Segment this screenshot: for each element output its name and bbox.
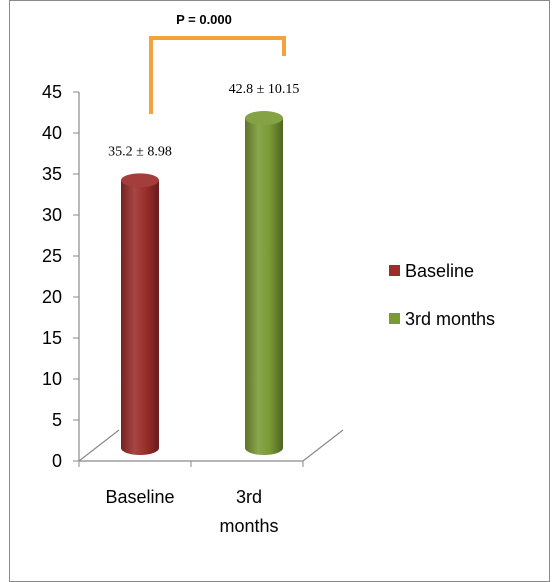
data-label: 42.8 ± 10.15 [229, 82, 300, 97]
category-label-layer: Baseline 3rd months [105, 487, 278, 536]
floor-right-edge [302, 429, 344, 462]
y-tick-layer: 0 5 10 15 20 25 30 35 40 45 [42, 82, 79, 471]
legend: Baseline 3rd months [389, 261, 495, 329]
significance-bracket [149, 36, 286, 114]
y-tick-label: 45 [42, 82, 62, 102]
y-tick-label: 10 [42, 369, 62, 389]
data-label: 35.2 ± 8.98 [108, 144, 172, 159]
bar-top-cap [121, 173, 159, 188]
y-tick-label: 25 [42, 246, 62, 266]
y-tick-label: 5 [52, 410, 62, 430]
y-tick-label: 40 [42, 123, 62, 143]
bar-layer: 35.2 ± 8.98 42.8 ± 10.15 [108, 82, 300, 456]
floor-left-edge [78, 429, 120, 462]
legend-label: 3rd months [405, 309, 495, 329]
y-tick-label: 35 [42, 164, 62, 184]
legend-swatch [389, 265, 400, 276]
x-category-label: 3rd months [219, 487, 278, 536]
legend-swatch [389, 313, 400, 324]
y-tick-label: 15 [42, 328, 62, 348]
y-tick-label: 0 [52, 451, 62, 471]
y-tick-label: 20 [42, 287, 62, 307]
annotation-layer: P = 0.000 [149, 12, 286, 114]
bar-3rd-months [245, 118, 283, 455]
bar-top-cap [245, 111, 283, 126]
p-value-label: P = 0.000 [176, 12, 232, 27]
bar-baseline [121, 180, 159, 456]
legend-label: Baseline [405, 261, 474, 281]
y-tick-label: 30 [42, 205, 62, 225]
axis-layer [78, 92, 344, 467]
x-category-label: Baseline [105, 487, 174, 507]
